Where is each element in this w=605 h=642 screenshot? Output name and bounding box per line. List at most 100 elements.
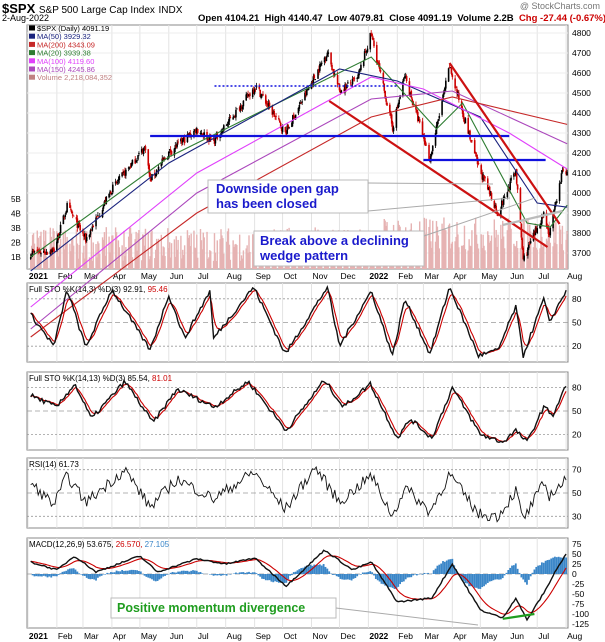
- legend-entry: MA(20) 3939.38: [37, 49, 91, 58]
- volume-bar: [58, 244, 61, 269]
- macd-histogram-bar: [320, 565, 323, 574]
- candle-body: [357, 74, 359, 79]
- macd-y-tick: -100: [572, 609, 589, 619]
- macd-histogram-bar: [511, 565, 513, 574]
- macd-histogram-bar: [307, 566, 310, 574]
- macd-histogram-bar: [386, 574, 388, 586]
- candle-body: [534, 228, 537, 235]
- candle-body: [417, 112, 419, 122]
- candle-body: [127, 167, 130, 169]
- candle-body: [528, 243, 531, 245]
- volume-bar: [141, 260, 143, 269]
- macd-histogram-bar: [432, 570, 435, 574]
- volume-bar: [135, 231, 137, 269]
- volume-bar: [515, 240, 518, 269]
- volume-bar: [528, 247, 530, 269]
- volume-bar: [216, 240, 218, 269]
- macd-histogram-bar: [289, 574, 291, 576]
- volume-bar: [488, 242, 491, 269]
- macd-y-tick: 25: [572, 559, 582, 569]
- macd-histogram-bar: [522, 574, 525, 580]
- macd-histogram-bar: [266, 574, 269, 581]
- macd-histogram-bar: [300, 568, 303, 574]
- macd-histogram-bar: [121, 569, 124, 574]
- candle-body: [251, 89, 254, 98]
- symbol: $SPX: [2, 1, 36, 16]
- candle-body: [450, 66, 453, 74]
- candle-body: [385, 98, 387, 102]
- macd-histogram-bar: [318, 564, 321, 574]
- macd-histogram-bar: [384, 574, 387, 586]
- trendline: [448, 62, 561, 225]
- volume-bar: [547, 232, 550, 269]
- volume-bar: [102, 239, 105, 269]
- candle-body: [519, 188, 522, 223]
- x-tick-label: Jun: [170, 631, 184, 641]
- candle-body: [85, 237, 88, 242]
- macd-histogram-bar: [65, 570, 68, 574]
- volume-bar: [196, 234, 198, 269]
- candle-body: [489, 193, 492, 196]
- macd-histogram-bar: [238, 572, 241, 574]
- candle-body: [45, 252, 48, 254]
- candle-body: [254, 88, 257, 90]
- macd-histogram-bar: [516, 568, 519, 574]
- volume-bar: [58, 256, 60, 269]
- volume-bar: [494, 237, 496, 269]
- candle-body: [448, 67, 451, 69]
- volume-bar: [170, 243, 173, 269]
- candle-body: [547, 228, 550, 234]
- volume-bar: [124, 256, 126, 269]
- candle-body: [349, 82, 352, 84]
- volume-bar: [173, 239, 176, 269]
- candle-body: [473, 140, 476, 154]
- candle-body: [339, 90, 342, 92]
- macd-histogram-bar: [505, 572, 508, 574]
- macd-histogram-bar: [537, 565, 540, 574]
- candle-body: [508, 187, 511, 189]
- volume-bar: [249, 251, 251, 269]
- volume-bar: [142, 234, 145, 269]
- volume-bar: [233, 246, 235, 269]
- candle-body: [306, 89, 308, 96]
- candle-body: [468, 131, 470, 134]
- volume-bar: [209, 250, 211, 269]
- sto1-legend: Full STO %K(14,3) %D(3) 92.91, 95.46: [29, 285, 168, 294]
- macd-histogram-bar: [348, 574, 351, 580]
- candle-body: [180, 138, 182, 142]
- volume-bar: [562, 250, 565, 269]
- legend-entry: MA(50) 3929.32: [37, 32, 91, 41]
- volume-y-tick: 1B: [11, 253, 21, 262]
- candle-body: [307, 87, 310, 90]
- candle-body: [44, 251, 47, 254]
- volume-bar: [116, 259, 119, 269]
- macd-histogram-bar: [63, 571, 66, 574]
- sto2-y-tick: 50: [572, 406, 582, 416]
- macd-histogram-bar: [212, 574, 215, 576]
- macd-histogram-bar: [481, 574, 484, 588]
- legend-swatch: [29, 74, 35, 80]
- candle-body: [306, 89, 309, 91]
- macd-histogram-bar: [80, 574, 82, 575]
- candle-body: [565, 171, 567, 175]
- volume-bar: [483, 245, 485, 269]
- macd-histogram-bar: [132, 569, 135, 574]
- candle-body: [421, 121, 424, 135]
- candle-body: [174, 145, 177, 150]
- volume-bar: [96, 257, 98, 269]
- candle-body: [135, 160, 137, 163]
- volume-bar: [99, 253, 101, 269]
- volume-bar: [155, 238, 158, 269]
- candle-body: [391, 122, 394, 131]
- macd-histogram-bar: [294, 571, 297, 574]
- macd-histogram-bar: [397, 574, 400, 587]
- macd-histogram-bar: [438, 564, 441, 574]
- macd-histogram-bar: [361, 572, 364, 574]
- volume-bar: [431, 247, 433, 269]
- macd-histogram-bar: [188, 571, 191, 574]
- macd-histogram-bar: [33, 574, 36, 577]
- annotation-pointer: [367, 182, 494, 185]
- volume-bar: [513, 243, 515, 269]
- candle-body: [57, 233, 60, 238]
- macd-histogram-bar: [527, 574, 530, 580]
